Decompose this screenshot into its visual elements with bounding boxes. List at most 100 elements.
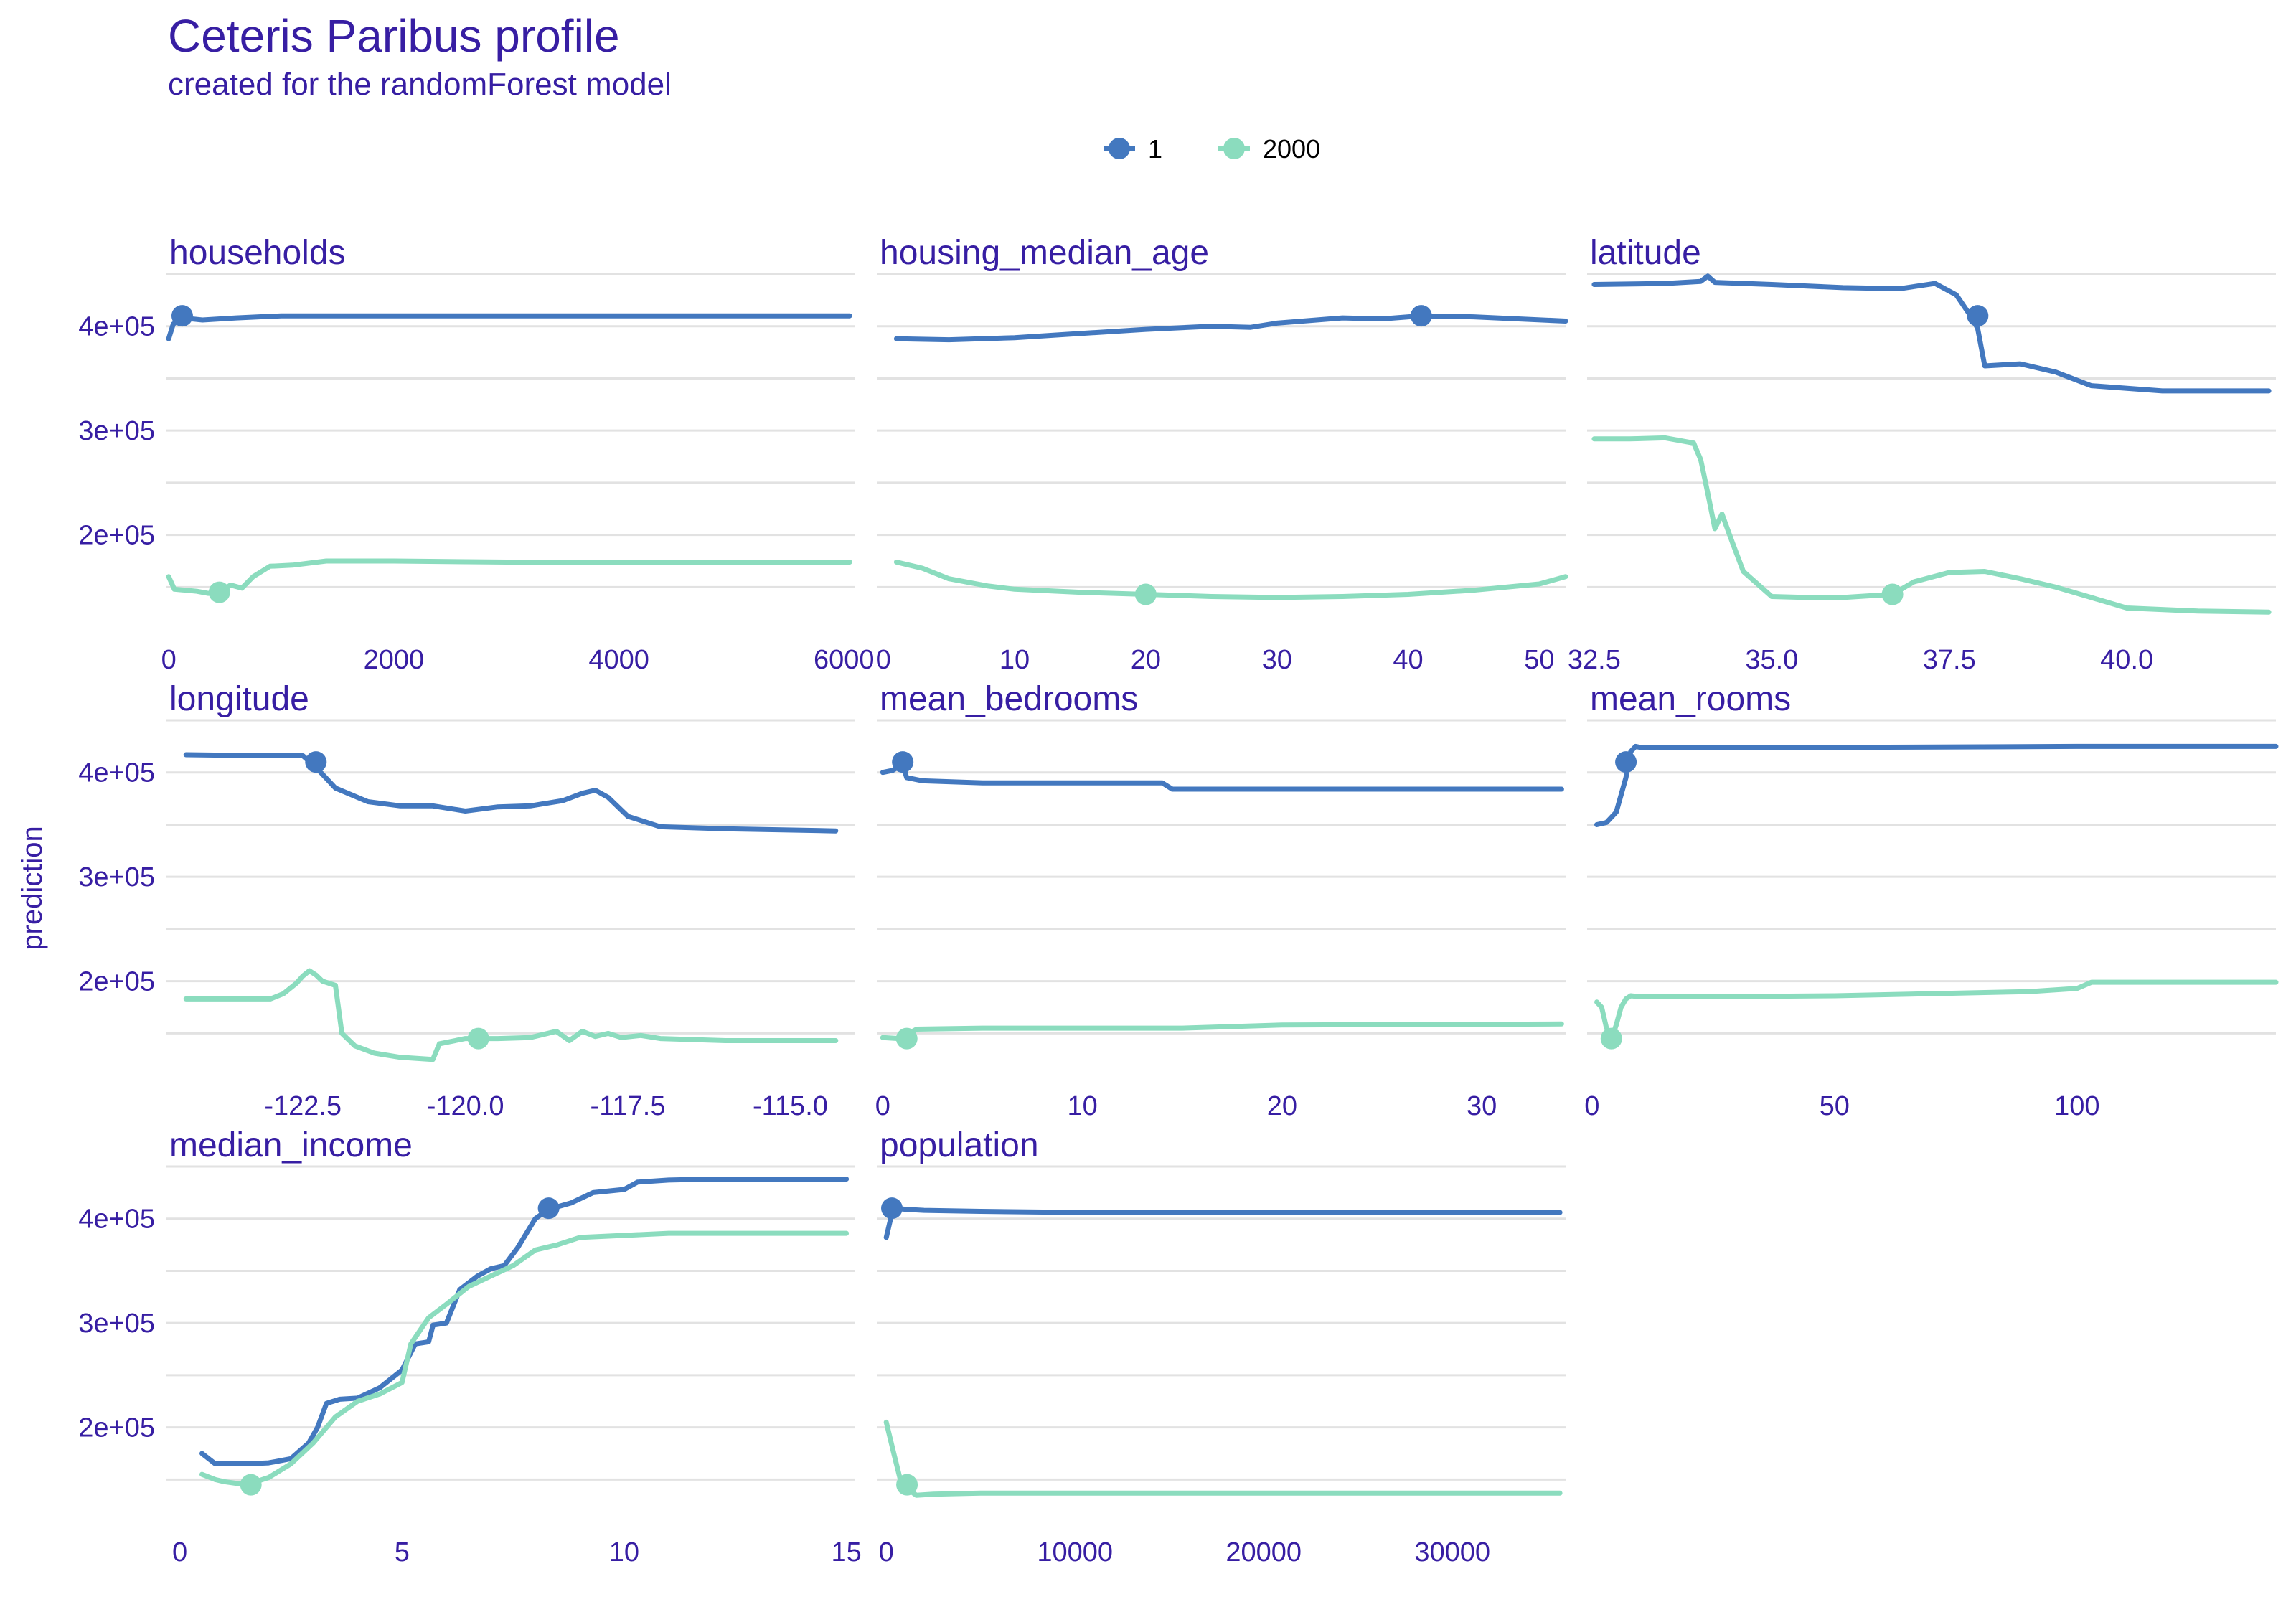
- observation-point-1: [537, 1197, 560, 1220]
- observation-point-2000: [895, 1027, 918, 1050]
- observation-point-2000: [1600, 1027, 1622, 1050]
- x-tick-label: 30: [1262, 645, 1292, 675]
- x-tick-label: 40.0: [2100, 645, 2153, 675]
- x-tick-label: 37.5: [1923, 645, 1976, 675]
- observation-point-1: [892, 751, 914, 773]
- series-line-2000: [883, 1419, 1563, 1498]
- legend-entry-1: 1: [1104, 134, 1162, 164]
- observation-point-1: [1615, 751, 1637, 773]
- x-tick-label: -120.0: [427, 1091, 504, 1121]
- x-tick-label: 50: [1820, 1091, 1850, 1121]
- series-line-1: [183, 752, 839, 834]
- y-tick-label: 3e+05: [78, 862, 155, 892]
- panel-latitude: latitude 32.5 35.0 37.5 40.0: [1568, 234, 2276, 675]
- panel-population: population 0 10000 20000 30000: [877, 1126, 1566, 1568]
- legend-label-2000: 2000: [1263, 134, 1320, 164]
- series-line-1: [883, 1205, 1563, 1240]
- legend-entry-2000: 2000: [1218, 134, 1320, 164]
- series-line-2000: [1594, 979, 2279, 1042]
- y-tick-label: 4e+05: [78, 1205, 155, 1235]
- panel-title: population: [880, 1126, 1039, 1164]
- x-tick-label: 0: [875, 1091, 890, 1121]
- x-tick-label: 5: [395, 1537, 410, 1568]
- x-tick-label: 50: [1524, 645, 1554, 675]
- x-tick-label: 20: [1131, 645, 1161, 675]
- panel-title: housing_median_age: [880, 234, 1209, 272]
- panel-title: mean_rooms: [1590, 680, 1791, 718]
- y-tick-label: 4e+05: [78, 758, 155, 788]
- x-tick-label: -122.5: [264, 1091, 342, 1121]
- x-tick-label: 0: [879, 1537, 894, 1568]
- x-tick-label: 30: [1467, 1091, 1497, 1121]
- x-tick-label: 4000: [588, 645, 649, 675]
- x-tick-label: 30000: [1414, 1537, 1490, 1568]
- series-line-2000: [166, 558, 852, 596]
- series-line-1: [893, 313, 1568, 343]
- x-tick-label: 0: [172, 1537, 187, 1568]
- observation-point-2000: [1881, 583, 1904, 605]
- observation-point-1: [1410, 305, 1432, 327]
- observation-point-1: [305, 751, 327, 773]
- panel-title: mean_bedrooms: [880, 680, 1138, 718]
- panel-mean-bedrooms: mean_bedrooms 0 10 20 30: [875, 680, 1566, 1121]
- y-tick-label: 2e+05: [78, 521, 155, 551]
- panel-title: latitude: [1590, 234, 1701, 272]
- y-axis-label: prediction: [17, 826, 48, 950]
- x-tick-label: 0: [1584, 1091, 1599, 1121]
- x-tick-label: -117.5: [591, 1091, 666, 1121]
- series-line-1: [1591, 273, 2272, 394]
- x-tick-label: 10: [609, 1537, 639, 1568]
- series-line-1: [880, 761, 1564, 792]
- x-tick-label: 2000: [364, 645, 425, 675]
- y-tick-label: 3e+05: [78, 416, 155, 446]
- x-tick-label: 6000: [814, 645, 875, 675]
- series-line-2000: [893, 560, 1568, 600]
- x-tick-label: 20: [1267, 1091, 1297, 1121]
- chart-title: Ceteris Paribus profile: [168, 10, 620, 62]
- x-tick-label: 0: [161, 645, 177, 675]
- panel-housing-median-age: housing_median_age 0 10 20 30 40 50: [876, 234, 1568, 675]
- legend-marker-2000: [1223, 138, 1245, 159]
- y-tick-label: 2e+05: [78, 967, 155, 997]
- x-tick-label: 100: [2054, 1091, 2099, 1121]
- panel-title: median_income: [169, 1126, 413, 1164]
- x-tick-label: 10: [999, 645, 1030, 675]
- series-line-2000: [183, 968, 839, 1062]
- x-tick-label: 10000: [1037, 1537, 1113, 1568]
- panel-households: households 2e+05 3e+05 4e+05 0 2000 4000 6000: [78, 234, 874, 675]
- observation-point-2000: [467, 1027, 489, 1050]
- observation-point-1: [881, 1197, 903, 1220]
- observation-point-2000: [208, 581, 230, 603]
- x-tick-label: 32.5: [1568, 645, 1621, 675]
- y-tick-label: 4e+05: [78, 312, 155, 342]
- series-line-2000: [1591, 435, 2272, 615]
- observation-point-1: [1967, 305, 1989, 327]
- series-line-2000: [199, 1230, 850, 1488]
- x-tick-label: 15: [831, 1537, 861, 1568]
- x-tick-label: -115.0: [753, 1091, 828, 1121]
- observation-point-2000: [240, 1474, 262, 1496]
- observation-point-2000: [896, 1474, 918, 1496]
- chart-subtitle: created for the randomForest model: [168, 67, 672, 102]
- legend: 1 2000: [1104, 134, 1320, 164]
- x-tick-label: 20000: [1225, 1537, 1302, 1568]
- x-tick-label: 0: [876, 645, 891, 675]
- legend-marker-1: [1109, 138, 1130, 159]
- panel-longitude: longitude 2e+05 3e+05 4e+05 -122.5 -120.0 -117…: [78, 680, 855, 1121]
- y-tick-label: 3e+05: [78, 1309, 155, 1339]
- panel-title: households: [169, 234, 346, 272]
- panel-median-income: median_income 2e+05 3e+05 4e+05 0 5 10 15: [78, 1126, 861, 1568]
- y-tick-label: 2e+05: [78, 1413, 155, 1443]
- series-line-1: [199, 1177, 850, 1466]
- x-tick-label: 10: [1067, 1091, 1097, 1121]
- series-line-2000: [880, 1021, 1564, 1042]
- x-tick-label: 35.0: [1745, 645, 1798, 675]
- observation-point-1: [171, 305, 193, 327]
- series-line-1: [1594, 743, 2279, 827]
- panel-title: longitude: [169, 680, 309, 718]
- observation-point-2000: [1134, 583, 1157, 605]
- x-tick-label: 40: [1393, 645, 1423, 675]
- legend-label-1: 1: [1148, 134, 1162, 164]
